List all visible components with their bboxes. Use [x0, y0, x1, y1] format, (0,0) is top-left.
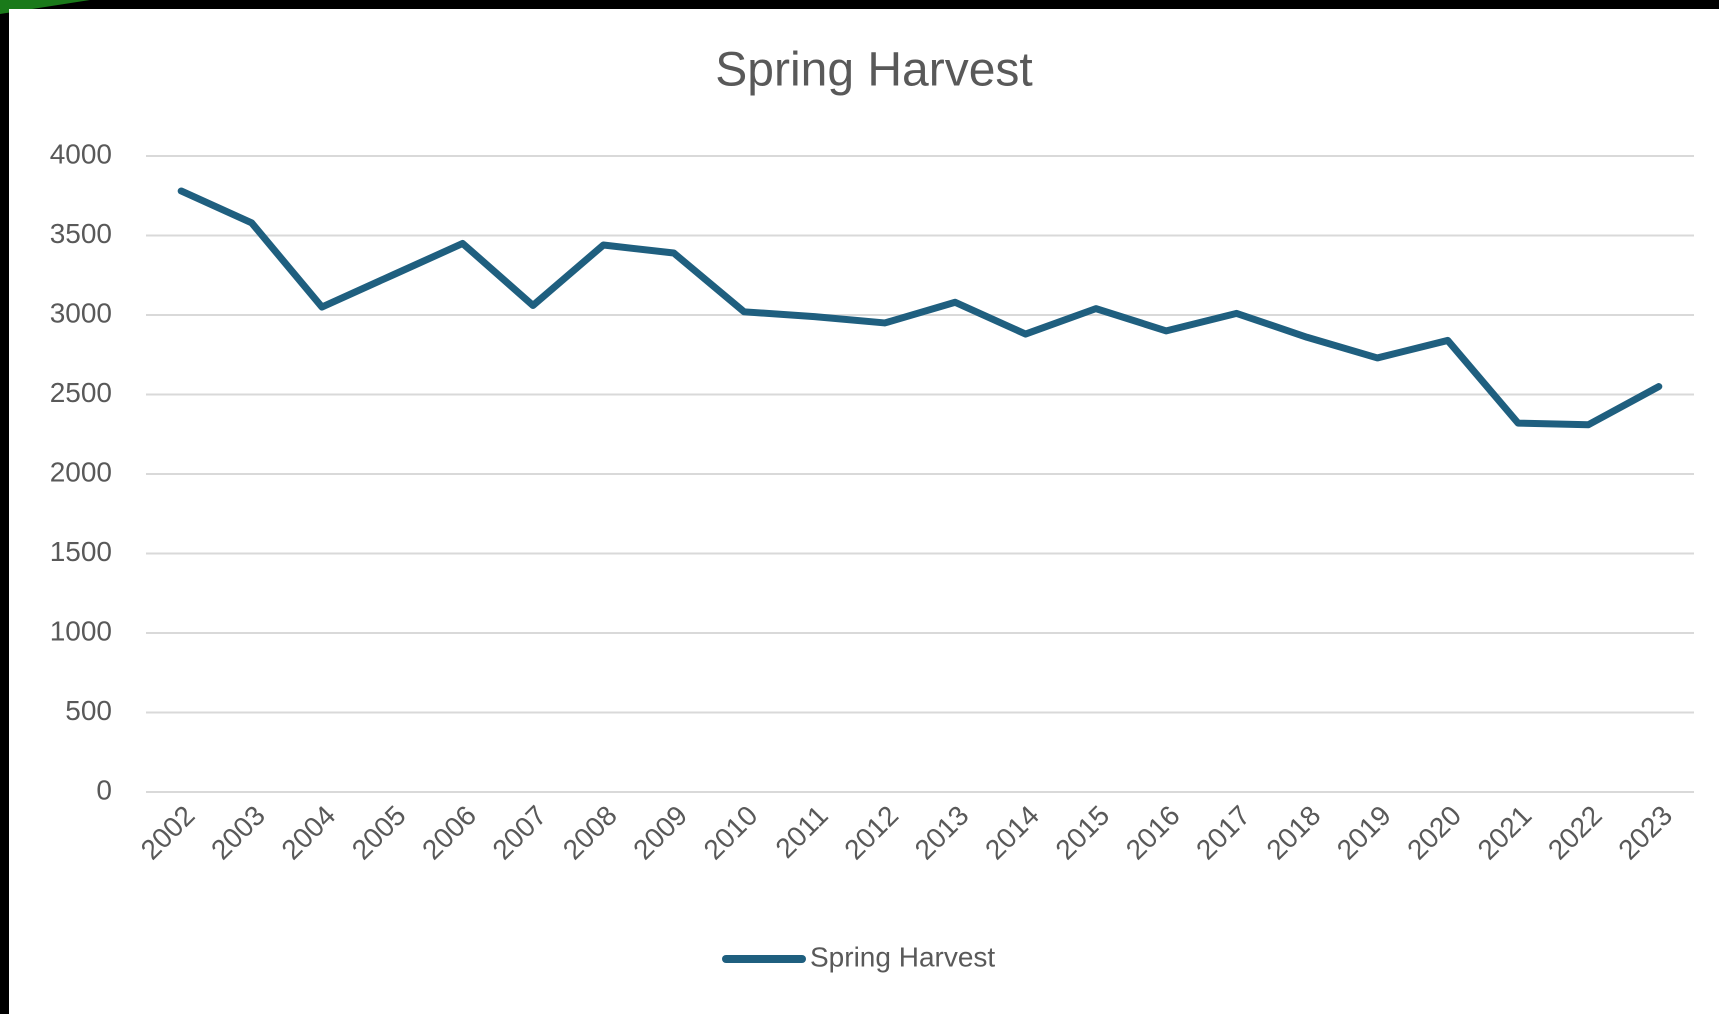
y-tick-label: 500 — [65, 695, 112, 726]
y-tick-label: 3500 — [50, 218, 112, 249]
y-tick-label: 1000 — [50, 615, 112, 646]
y-tick-label: 4000 — [50, 138, 112, 169]
y-tick-label: 3000 — [50, 297, 112, 328]
chart-title: Spring Harvest — [715, 44, 1032, 97]
line-series — [177, 187, 1663, 429]
y-tick-label: 1500 — [50, 536, 112, 567]
chart-area — [9, 9, 1719, 1014]
y-tick-label: 2000 — [50, 456, 112, 487]
legend-label: Spring Harvest — [810, 941, 995, 972]
y-tick-label: 2500 — [50, 377, 112, 408]
y-tick-label: 0 — [96, 774, 112, 805]
